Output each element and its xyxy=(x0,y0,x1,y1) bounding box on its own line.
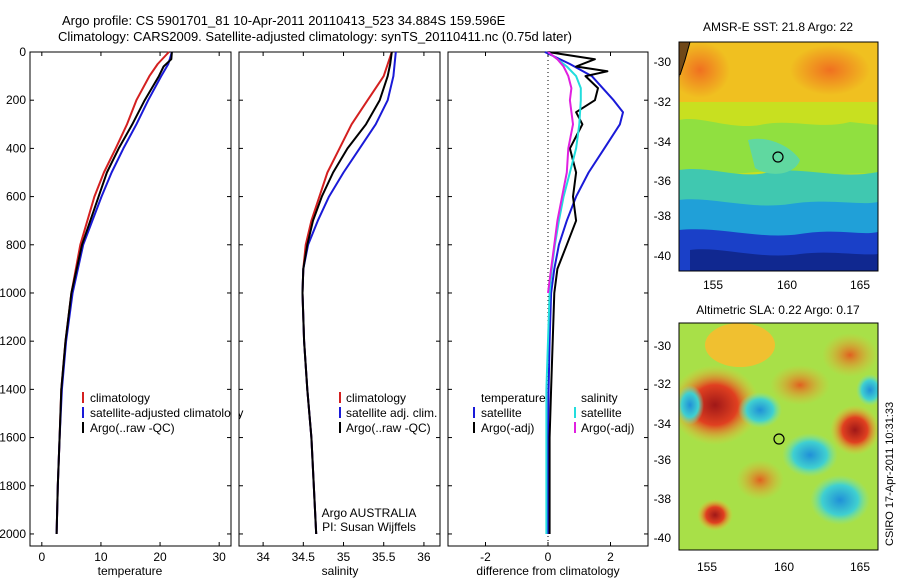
salinity-xtick-label: 34.5 xyxy=(292,550,316,564)
difference-xlabel: difference from climatology xyxy=(476,564,619,578)
csiro-timestamp-label: CSIRO 17-Apr-2011 10:31:33 xyxy=(884,401,896,546)
figure-title-line2: Climatology: CARS2009. Satellite-adjuste… xyxy=(58,29,573,44)
salinity-xtick-label: 35 xyxy=(337,550,351,564)
sla-map-frame xyxy=(678,322,879,551)
salinity-xtick-label: 34 xyxy=(256,550,270,564)
depth-ytick-label: 1400 xyxy=(0,382,26,396)
difference-legend: temperature satellite Argo(-adj) salinit… xyxy=(473,391,634,435)
depth-ytick-label: 1800 xyxy=(0,479,26,493)
salinity-series-satellite-adj-clim xyxy=(301,51,397,535)
temperature-panel-frame xyxy=(29,51,232,547)
sst-ytick: -36 xyxy=(654,174,672,188)
difference-xtick-label: -2 xyxy=(480,550,491,564)
sst-ytick: -40 xyxy=(654,249,672,263)
temperature-series-satellite-adjusted-climatology xyxy=(55,51,173,535)
salinity-xtick-label: 35.5 xyxy=(372,550,396,564)
sla-ytick: -38 xyxy=(654,492,672,506)
temperature-legend: climatology satellite-adjusted climatolo… xyxy=(82,391,243,435)
temperature-xtick-label: 10 xyxy=(94,550,108,564)
sst-xtick: 155 xyxy=(703,278,723,292)
sst-map-title: AMSR-E SST: 21.8 Argo: 22 xyxy=(703,20,853,34)
sla-xtick: 160 xyxy=(774,560,794,574)
difference-series-salinity-argo-adj xyxy=(547,51,574,294)
difference-series-temperature-satellite xyxy=(544,51,624,534)
sla-map-title: Altimetric SLA: 0.22 Argo: 0.17 xyxy=(696,303,860,317)
depth-ytick-label: 1600 xyxy=(0,431,26,445)
depth-ytick-label: 200 xyxy=(6,93,26,107)
sla-ytick: -30 xyxy=(654,339,672,353)
depth-ytick-label: 0 xyxy=(19,45,26,59)
sst-map-axes: -30 -32 -34 -36 -38 -40 155 160 165 xyxy=(654,55,871,292)
difference-series-temperature-argo-adj xyxy=(547,51,609,534)
sst-ytick: -32 xyxy=(654,95,672,109)
sla-xtick: 155 xyxy=(697,560,717,574)
depth-ytick-label: 400 xyxy=(6,141,26,155)
salinity-xtick-label: 36 xyxy=(417,550,431,564)
legend-temperature-satellite: satellite xyxy=(481,406,522,420)
temperature-xtick-label: 30 xyxy=(212,550,226,564)
sst-map xyxy=(679,42,878,271)
legend-temperature-argo: Argo(-adj) xyxy=(481,421,534,435)
salinity-series-argo-raw-qc xyxy=(301,51,393,535)
legend-argo: Argo(..raw -QC) xyxy=(90,421,175,435)
sla-map xyxy=(679,323,878,550)
legend-salinity-argo: Argo(-adj) xyxy=(581,421,634,435)
salinity-xlabel: salinity xyxy=(322,564,359,578)
temperature-series-argo-raw-qc xyxy=(55,51,173,535)
sst-ytick: -34 xyxy=(654,135,672,149)
sla-xtick: 165 xyxy=(850,560,870,574)
legend-salinity-satellite: satellite xyxy=(581,406,622,420)
depth-ytick-label: 800 xyxy=(6,238,26,252)
salinity-series-climatology xyxy=(301,51,393,535)
sst-ytick: -38 xyxy=(654,209,672,223)
sst-xtick: 160 xyxy=(777,278,797,292)
sst-argo-marker xyxy=(772,151,784,163)
salinity-panel-frame xyxy=(238,51,441,547)
legend-climatology: climatology xyxy=(90,391,150,405)
salinity-annotation-2: PI: Susan Wijffels xyxy=(322,520,416,534)
legend-argo: Argo(..raw -QC) xyxy=(346,421,431,435)
sst-xtick: 165 xyxy=(850,278,870,292)
difference-xtick-label: 0 xyxy=(545,550,552,564)
legend-satellite: satellite adj. clim. xyxy=(346,406,437,420)
sst-map-frame xyxy=(678,41,879,272)
sst-ytick: -30 xyxy=(654,55,672,69)
sla-map-axes: -30 -32 -34 -36 -38 -40 155 160 165 xyxy=(654,339,871,574)
depth-ytick-label: 1000 xyxy=(0,286,26,300)
temperature-xtick-label: 0 xyxy=(38,550,45,564)
sla-ytick: -32 xyxy=(654,377,672,391)
salinity-legend: climatology satellite adj. clim. Argo(..… xyxy=(339,391,437,435)
legend-climatology: climatology xyxy=(346,391,406,405)
salinity-annotation-1: Argo AUSTRALIA xyxy=(322,506,417,520)
sla-ytick: -40 xyxy=(654,531,672,545)
sla-ytick: -36 xyxy=(654,453,672,467)
figure-title-line1: Argo profile: CS 5901701_81 10-Apr-2011 … xyxy=(62,13,506,28)
temperature-xtick-label: 20 xyxy=(153,550,167,564)
legend-temperature-title: temperature xyxy=(481,391,546,405)
depth-ytick-label: 1200 xyxy=(0,334,26,348)
legend-salinity-title: salinity xyxy=(581,391,618,405)
depth-ytick-label: 600 xyxy=(6,190,26,204)
temperature-xlabel: temperature xyxy=(98,564,163,578)
sla-ytick: -34 xyxy=(654,417,672,431)
legend-satellite: satellite-adjusted climatology xyxy=(90,406,243,420)
difference-series-salinity-satellite xyxy=(545,51,582,534)
difference-xtick-label: 2 xyxy=(607,550,614,564)
sla-argo-marker xyxy=(773,433,785,445)
depth-ytick-label: 2000 xyxy=(0,527,26,541)
